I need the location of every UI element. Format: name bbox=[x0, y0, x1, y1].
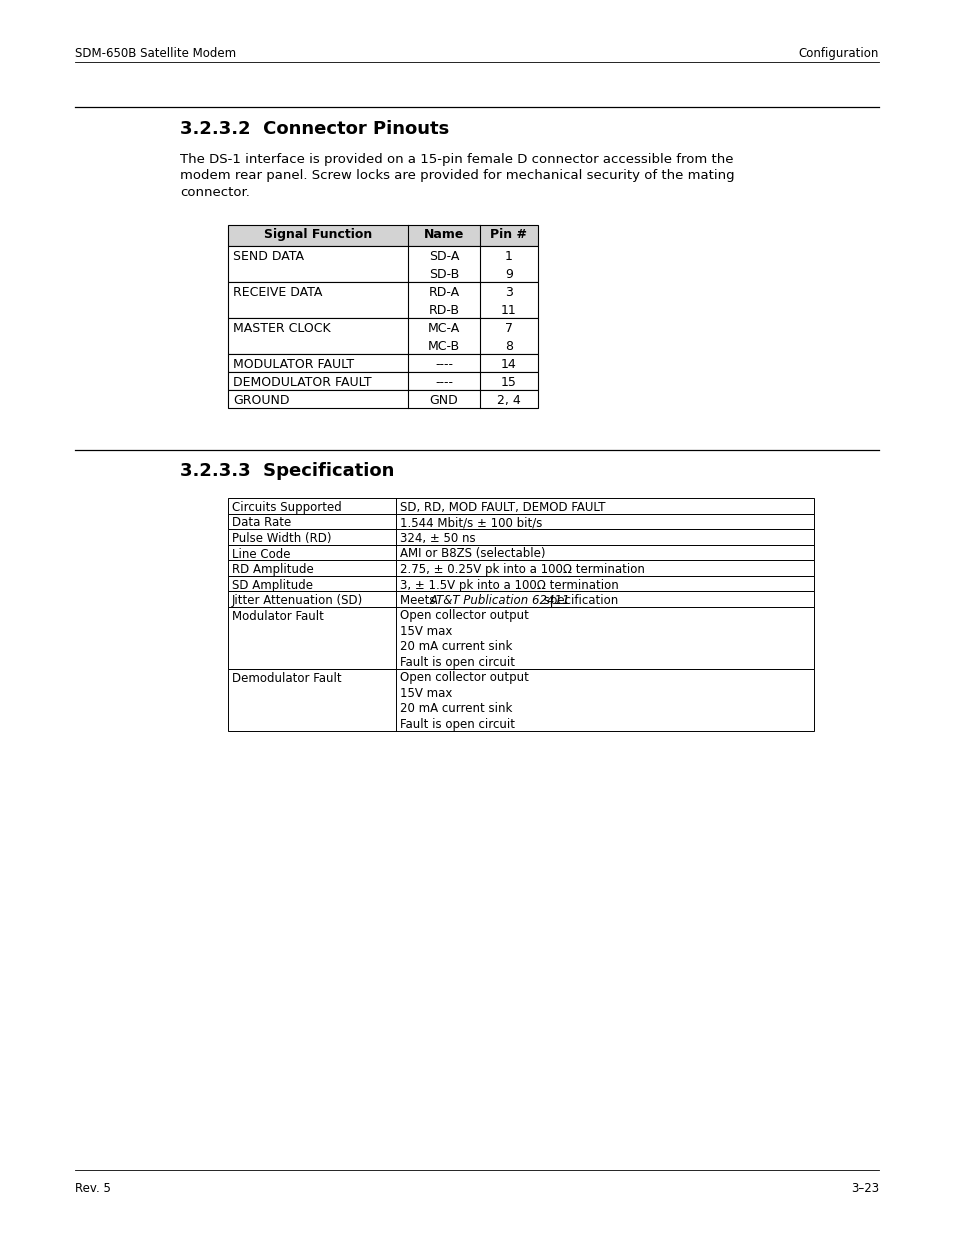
Bar bbox=[228, 514, 813, 529]
Text: Configuration: Configuration bbox=[798, 47, 878, 61]
Bar bbox=[228, 545, 813, 559]
Text: 3.2.3.2  Connector Pinouts: 3.2.3.2 Connector Pinouts bbox=[180, 120, 449, 138]
Text: ----: ---- bbox=[435, 358, 453, 370]
Text: Circuits Supported: Circuits Supported bbox=[232, 501, 341, 514]
Text: 20 mA current sink: 20 mA current sink bbox=[399, 703, 512, 715]
Text: SD-B: SD-B bbox=[429, 268, 458, 282]
Text: SD Amplitude: SD Amplitude bbox=[232, 578, 313, 592]
Text: modem rear panel. Screw locks are provided for mechanical security of the mating: modem rear panel. Screw locks are provid… bbox=[180, 169, 734, 183]
Text: Jitter Attenuation (SD): Jitter Attenuation (SD) bbox=[232, 594, 363, 606]
Text: Rev. 5: Rev. 5 bbox=[75, 1182, 111, 1195]
Text: MC-A: MC-A bbox=[428, 322, 459, 335]
Text: 3.2.3.3  Specification: 3.2.3.3 Specification bbox=[180, 462, 394, 480]
Text: AMI or B8ZS (selectable): AMI or B8ZS (selectable) bbox=[399, 547, 545, 561]
Text: 3: 3 bbox=[504, 287, 513, 299]
Text: RD Amplitude: RD Amplitude bbox=[232, 563, 314, 576]
Text: MC-B: MC-B bbox=[428, 340, 459, 353]
Text: 15: 15 bbox=[500, 375, 517, 389]
Text: 3, ± 1.5V pk into a 100Ω termination: 3, ± 1.5V pk into a 100Ω termination bbox=[399, 578, 618, 592]
Text: SD-A: SD-A bbox=[428, 249, 458, 263]
Text: Line Code: Line Code bbox=[232, 547, 291, 561]
Bar bbox=[228, 498, 813, 514]
Text: AT&T Publication 62411: AT&T Publication 62411 bbox=[430, 594, 570, 606]
Text: Fault is open circuit: Fault is open circuit bbox=[399, 718, 515, 731]
Text: 15V max: 15V max bbox=[399, 687, 452, 700]
Text: 7: 7 bbox=[504, 322, 513, 335]
Text: 15V max: 15V max bbox=[399, 625, 452, 638]
Text: MASTER CLOCK: MASTER CLOCK bbox=[233, 322, 331, 335]
Bar bbox=[228, 390, 537, 408]
Bar bbox=[228, 317, 537, 354]
Bar bbox=[228, 576, 813, 592]
Text: 1: 1 bbox=[504, 249, 513, 263]
Text: Pin #: Pin # bbox=[490, 228, 527, 241]
Text: 2, 4: 2, 4 bbox=[497, 394, 520, 408]
Text: DEMODULATOR FAULT: DEMODULATOR FAULT bbox=[233, 375, 372, 389]
Text: Demodulator Fault: Demodulator Fault bbox=[232, 672, 341, 684]
Text: Meets: Meets bbox=[399, 594, 438, 606]
Bar bbox=[228, 246, 537, 282]
Text: Signal Function: Signal Function bbox=[264, 228, 372, 241]
Text: Fault is open circuit: Fault is open circuit bbox=[399, 656, 515, 669]
Text: specification: specification bbox=[539, 594, 618, 606]
Text: 11: 11 bbox=[500, 304, 517, 317]
Text: 9: 9 bbox=[504, 268, 513, 282]
Bar bbox=[228, 592, 813, 606]
Text: Modulator Fault: Modulator Fault bbox=[232, 610, 323, 622]
Text: The DS-1 interface is provided on a 15-pin female D connector accessible from th: The DS-1 interface is provided on a 15-p… bbox=[180, 153, 733, 165]
Text: RD-B: RD-B bbox=[428, 304, 459, 317]
Text: 14: 14 bbox=[500, 358, 517, 370]
Text: RD-A: RD-A bbox=[428, 287, 459, 299]
Bar bbox=[228, 606, 813, 668]
Bar bbox=[228, 354, 537, 372]
Bar bbox=[228, 282, 537, 317]
Text: GROUND: GROUND bbox=[233, 394, 289, 408]
Text: 8: 8 bbox=[504, 340, 513, 353]
Text: 2.75, ± 0.25V pk into a 100Ω termination: 2.75, ± 0.25V pk into a 100Ω termination bbox=[399, 563, 644, 576]
Bar bbox=[228, 559, 813, 576]
Text: 20 mA current sink: 20 mA current sink bbox=[399, 641, 512, 653]
Text: Open collector output: Open collector output bbox=[399, 672, 528, 684]
Bar bbox=[228, 372, 537, 390]
Text: ----: ---- bbox=[435, 375, 453, 389]
Text: Data Rate: Data Rate bbox=[232, 516, 291, 530]
Text: 3–23: 3–23 bbox=[850, 1182, 878, 1195]
Bar bbox=[228, 529, 813, 545]
Text: 324, ± 50 ns: 324, ± 50 ns bbox=[399, 532, 476, 545]
Text: Open collector output: Open collector output bbox=[399, 610, 528, 622]
Text: connector.: connector. bbox=[180, 186, 250, 199]
Bar bbox=[228, 668, 813, 730]
Text: GND: GND bbox=[429, 394, 457, 408]
Text: Pulse Width (RD): Pulse Width (RD) bbox=[232, 532, 331, 545]
Text: MODULATOR FAULT: MODULATOR FAULT bbox=[233, 358, 354, 370]
Text: SEND DATA: SEND DATA bbox=[233, 249, 304, 263]
Bar bbox=[228, 225, 537, 246]
Text: SD, RD, MOD FAULT, DEMOD FAULT: SD, RD, MOD FAULT, DEMOD FAULT bbox=[399, 501, 605, 514]
Text: RECEIVE DATA: RECEIVE DATA bbox=[233, 287, 322, 299]
Text: 1.544 Mbit/s ± 100 bit/s: 1.544 Mbit/s ± 100 bit/s bbox=[399, 516, 542, 530]
Text: Name: Name bbox=[423, 228, 464, 241]
Text: SDM-650B Satellite Modem: SDM-650B Satellite Modem bbox=[75, 47, 236, 61]
